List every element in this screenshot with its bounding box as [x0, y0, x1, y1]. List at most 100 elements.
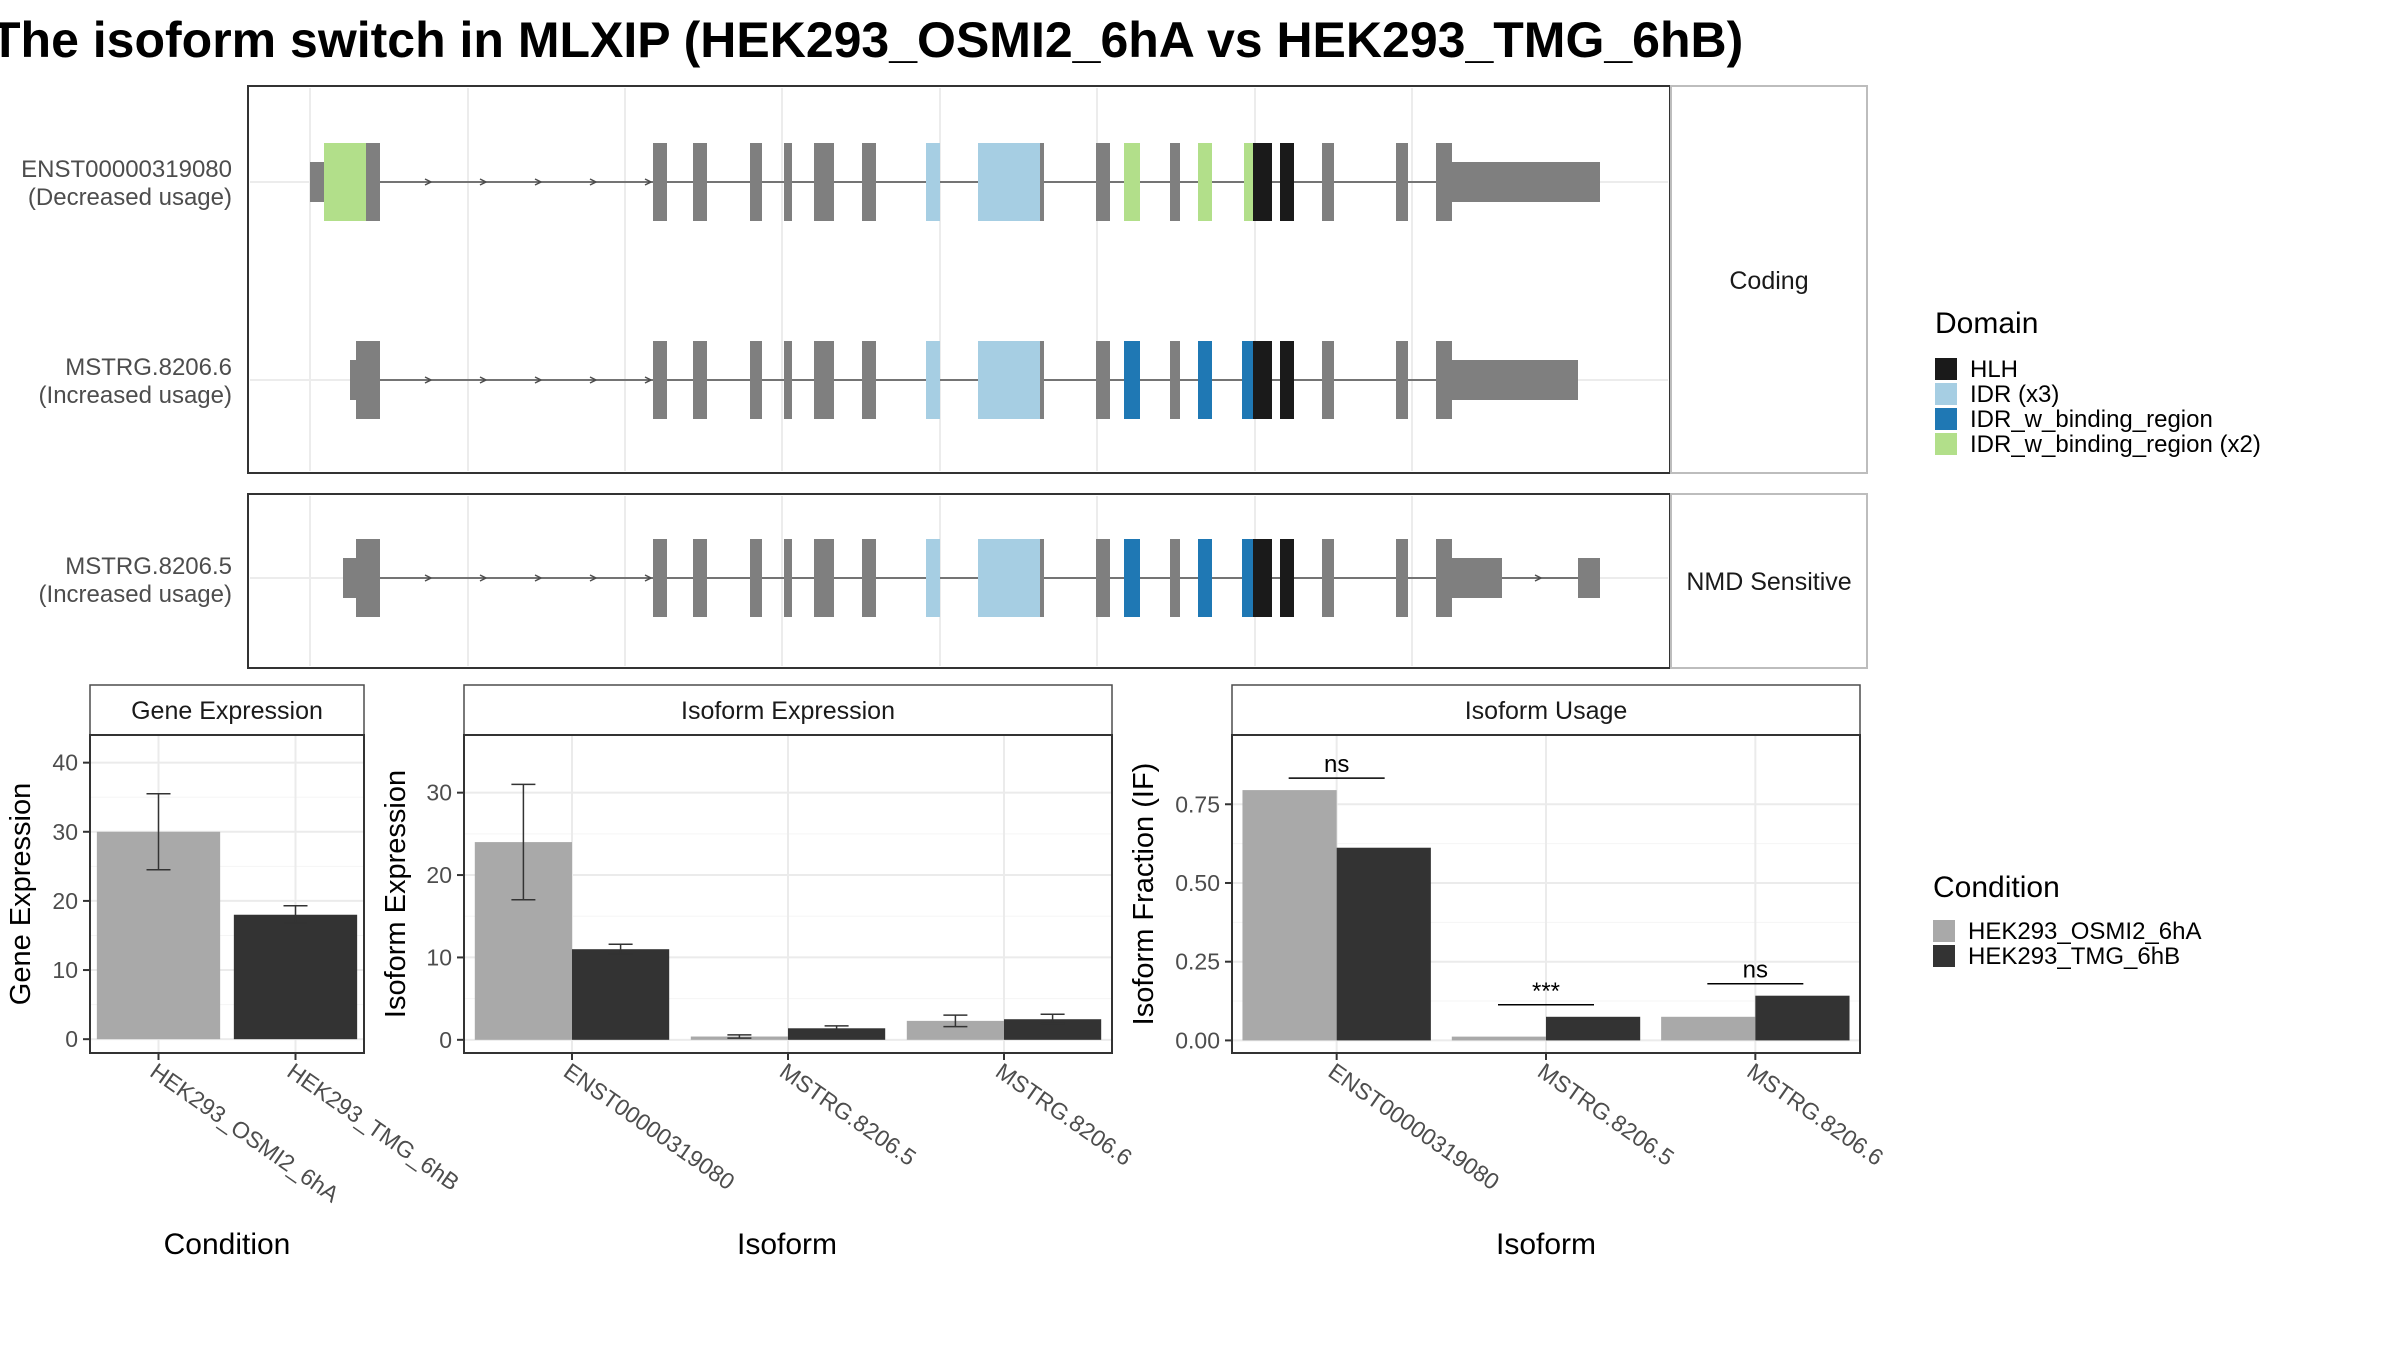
y-tick-label: 0.75 — [1175, 791, 1220, 817]
bar — [1661, 1016, 1756, 1041]
exon — [1096, 539, 1110, 617]
isoform-usage-label: (Increased usage) — [39, 581, 232, 608]
exon — [1436, 143, 1452, 221]
isoform-id-label: MSTRG.8206.6 — [65, 354, 232, 381]
strand-arrow — [424, 178, 433, 186]
facet-label-coding: Coding — [1729, 267, 1808, 295]
exon — [1096, 341, 1110, 419]
bar — [1242, 790, 1337, 1041]
legend-key — [1935, 383, 1957, 405]
utr-exon — [1452, 360, 1578, 400]
chart-title: Isoform Expression — [681, 697, 895, 725]
strand-arrow — [534, 376, 543, 384]
bar — [233, 914, 358, 1040]
exon — [1396, 341, 1408, 419]
domain-region — [926, 539, 940, 617]
x-tick-label: MSTRG.8206.6 — [1742, 1058, 1888, 1171]
strand-arrow — [644, 574, 653, 582]
exon — [750, 143, 762, 221]
legend-key — [1935, 433, 1957, 455]
bar — [572, 949, 670, 1040]
exon — [653, 539, 667, 617]
x-tick-label: MSTRG.8206.6 — [991, 1058, 1137, 1171]
strand-arrow — [589, 376, 598, 384]
significance-label: *** — [1532, 978, 1560, 1005]
condition-legend-title: Condition — [1933, 871, 2060, 904]
exon — [1396, 539, 1408, 617]
panel-border — [89, 734, 365, 1054]
strand-arrow — [644, 376, 653, 384]
chart-title-strip — [89, 684, 365, 736]
exon — [750, 341, 762, 419]
domain-region — [926, 341, 940, 419]
y-tick-label: 30 — [426, 780, 452, 806]
domain-region — [978, 341, 1040, 419]
y-tick-label: 0.00 — [1175, 1027, 1220, 1053]
facet-strip-coding — [1670, 85, 1868, 474]
isoform-usage-label: (Decreased usage) — [28, 184, 232, 211]
facet-label-nmd: NMD Sensitive — [1686, 568, 1851, 596]
y-tick-label: 40 — [52, 750, 78, 776]
exon — [1322, 341, 1334, 419]
exon — [693, 341, 707, 419]
domain-region — [1198, 539, 1212, 617]
exon — [1170, 143, 1180, 221]
legend-key — [1933, 920, 1955, 942]
isoform-structure-plot: Coding NMD Sensitive ENST00000319080 (De… — [21, 85, 1868, 669]
exon — [693, 539, 707, 617]
x-axis-title: Condition — [164, 1228, 291, 1261]
y-axis-title: Isoform Fraction (IF) — [1128, 763, 1160, 1026]
exon — [356, 539, 380, 617]
strand-arrow — [479, 376, 488, 384]
strand-arrow — [644, 178, 653, 186]
significance-label: ns — [1324, 751, 1349, 778]
y-tick-label: 0.50 — [1175, 870, 1220, 896]
x-tick-label: MSTRG.8206.5 — [1533, 1058, 1679, 1171]
x-tick-label: MSTRG.8206.5 — [775, 1058, 921, 1171]
exon — [1436, 341, 1452, 419]
isoform-usage-chart: Isoform Usage ns *** ns 0.00 0.25 0.50 0.75 ENST… — [1128, 684, 1888, 1261]
strand-arrow — [424, 376, 433, 384]
strand-arrow — [534, 574, 543, 582]
domain-region — [1198, 341, 1212, 419]
bar — [1546, 1016, 1641, 1041]
y-axis-title: Isoform Expression — [380, 770, 412, 1018]
domain-region — [1242, 539, 1254, 617]
exon — [750, 539, 762, 617]
exon — [784, 539, 792, 617]
legend-label: IDR_w_binding_region — [1970, 406, 2213, 433]
exon — [356, 341, 380, 419]
exon — [1170, 539, 1180, 617]
exon — [1096, 143, 1110, 221]
chart-title: Isoform Usage — [1465, 697, 1628, 725]
y-tick-label: 10 — [426, 944, 452, 970]
bar — [788, 1028, 886, 1040]
y-tick-label: 20 — [426, 862, 452, 888]
exon — [1322, 143, 1334, 221]
exon — [1396, 143, 1408, 221]
isoform-id-label: MSTRG.8206.5 — [65, 553, 232, 580]
bar — [906, 1020, 1004, 1040]
exon — [862, 143, 876, 221]
utr-exon — [1578, 558, 1600, 598]
domain-legend-title: Domain — [1935, 307, 2038, 340]
utr-exon — [1452, 558, 1502, 598]
domain-region — [1280, 341, 1294, 419]
strand-arrow — [534, 178, 543, 186]
exon — [310, 162, 324, 202]
legend-key — [1935, 408, 1957, 430]
domain-region — [1124, 341, 1140, 419]
bar — [1451, 1036, 1546, 1041]
exon — [1436, 539, 1452, 617]
domain-region — [1198, 143, 1212, 221]
y-tick-label: 30 — [52, 819, 78, 845]
x-tick-label: ENST00000319080 — [1324, 1058, 1504, 1195]
legend-label: HEK293_OSMI2_6hA — [1968, 918, 2201, 945]
x-axis-title: Isoform — [737, 1228, 837, 1261]
exon — [693, 143, 707, 221]
utr-exon — [1452, 162, 1600, 202]
facet-strip-nmd — [1670, 493, 1868, 669]
